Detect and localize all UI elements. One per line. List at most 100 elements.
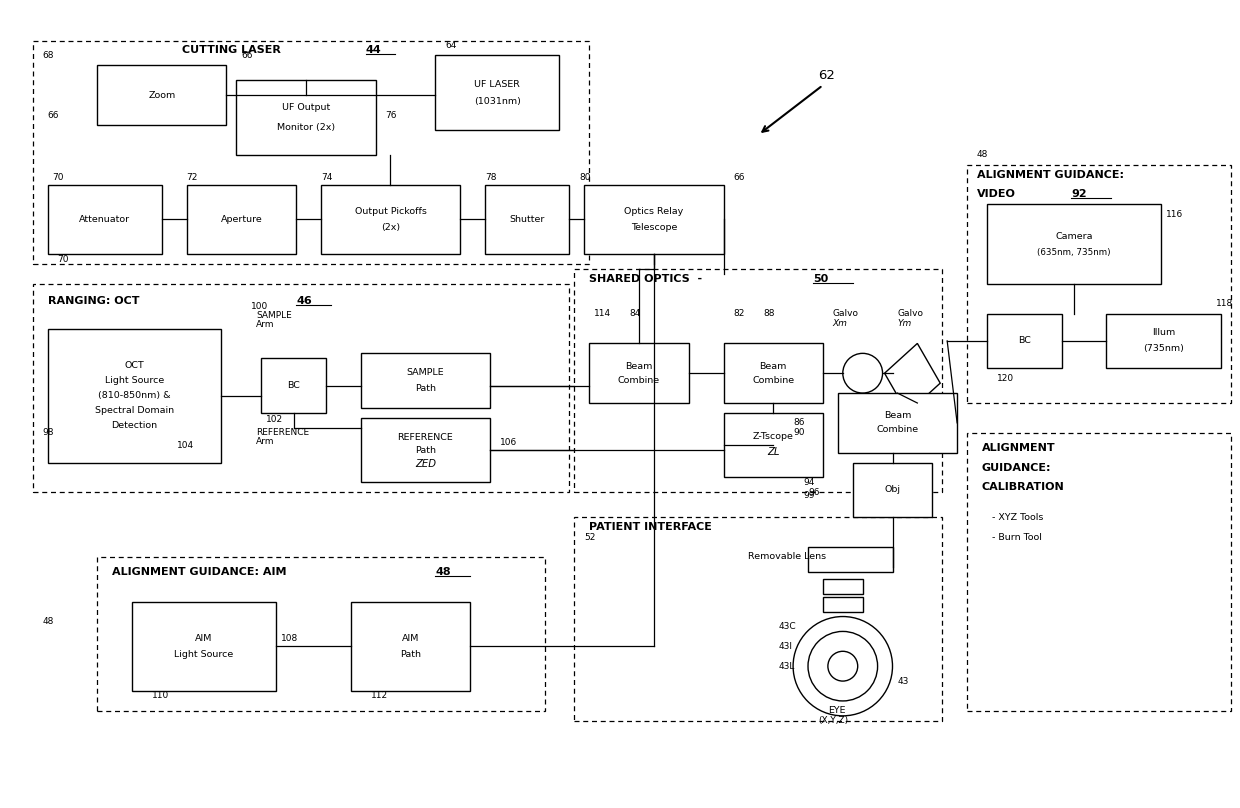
Text: 44: 44 xyxy=(366,45,382,56)
Text: Aperture: Aperture xyxy=(221,215,262,224)
Text: 72: 72 xyxy=(187,173,198,182)
Text: Beam: Beam xyxy=(760,362,787,371)
Bar xyxy=(32,284,569,492)
Text: Ym: Ym xyxy=(898,319,911,328)
Bar xyxy=(485,184,569,254)
Text: 48: 48 xyxy=(435,567,451,577)
Text: RANGING: OCT: RANGING: OCT xyxy=(47,296,139,305)
Text: Path: Path xyxy=(414,384,435,393)
Text: 70: 70 xyxy=(52,173,64,182)
Text: 66: 66 xyxy=(733,173,745,182)
Text: 96: 96 xyxy=(808,488,820,497)
Text: Galvo: Galvo xyxy=(833,309,859,318)
Text: 82: 82 xyxy=(733,309,745,318)
Text: - XYZ Tools: - XYZ Tools xyxy=(992,513,1043,522)
Text: 52: 52 xyxy=(584,532,595,541)
Text: 106: 106 xyxy=(500,438,517,448)
Text: UF Output: UF Output xyxy=(281,103,330,112)
Text: 62: 62 xyxy=(818,69,835,82)
Text: 110: 110 xyxy=(151,692,169,701)
Text: 114: 114 xyxy=(594,309,611,318)
Text: ALIGNMENT GUIDANCE: AIM: ALIGNMENT GUIDANCE: AIM xyxy=(112,567,286,577)
Text: 74: 74 xyxy=(321,173,332,182)
Text: Optics Relay: Optics Relay xyxy=(624,207,683,216)
Text: Camera: Camera xyxy=(1055,232,1092,241)
Text: 100: 100 xyxy=(252,302,269,311)
Bar xyxy=(574,269,942,492)
Text: Monitor (2x): Monitor (2x) xyxy=(277,123,335,132)
Bar xyxy=(808,547,893,572)
Text: OCT: OCT xyxy=(125,361,144,370)
Text: Detection: Detection xyxy=(112,421,157,430)
Bar xyxy=(987,314,1061,368)
Text: 88: 88 xyxy=(764,309,775,318)
Text: (X,Y,Z): (X,Y,Z) xyxy=(818,717,848,726)
Bar xyxy=(262,358,326,413)
Bar xyxy=(187,184,296,254)
Text: SAMPLE: SAMPLE xyxy=(407,368,444,377)
Text: Shutter: Shutter xyxy=(510,215,544,224)
Bar xyxy=(435,56,559,130)
Bar xyxy=(589,343,688,403)
Text: 90: 90 xyxy=(794,428,805,437)
Text: 48: 48 xyxy=(977,150,988,159)
Text: GUIDANCE:: GUIDANCE: xyxy=(982,462,1052,473)
Text: Light Source: Light Source xyxy=(105,377,164,385)
Text: Attenuator: Attenuator xyxy=(79,215,130,224)
Bar xyxy=(723,413,823,478)
Bar xyxy=(584,184,723,254)
Text: 68: 68 xyxy=(42,51,55,60)
Text: AIM: AIM xyxy=(196,634,213,643)
Text: Spectral Domain: Spectral Domain xyxy=(95,406,174,415)
Text: PATIENT INTERFACE: PATIENT INTERFACE xyxy=(589,522,712,532)
Text: Removable Lens: Removable Lens xyxy=(749,553,827,562)
Text: (2x): (2x) xyxy=(381,223,401,232)
Text: Beam: Beam xyxy=(625,362,652,371)
Bar xyxy=(361,353,490,408)
Text: 84: 84 xyxy=(629,309,640,318)
Text: Xm: Xm xyxy=(833,319,848,328)
Text: ZED: ZED xyxy=(414,459,435,469)
Text: 43C: 43C xyxy=(779,622,796,631)
Text: Arm: Arm xyxy=(257,437,275,446)
Bar xyxy=(131,602,277,691)
Bar xyxy=(47,184,162,254)
Bar xyxy=(823,579,863,594)
Text: 66: 66 xyxy=(47,111,60,120)
Text: Combine: Combine xyxy=(753,376,795,385)
Bar xyxy=(967,433,1230,711)
Bar xyxy=(823,596,863,612)
Text: 48: 48 xyxy=(42,617,53,626)
Bar xyxy=(32,40,589,264)
Text: Zoom: Zoom xyxy=(149,90,176,99)
Text: CALIBRATION: CALIBRATION xyxy=(982,482,1065,492)
Text: AIM: AIM xyxy=(402,634,419,643)
Text: Z-Tscope: Z-Tscope xyxy=(753,431,794,441)
Text: Combine: Combine xyxy=(618,376,660,385)
Text: 112: 112 xyxy=(371,692,388,701)
Text: 99: 99 xyxy=(804,491,815,500)
Bar xyxy=(987,204,1161,284)
Bar xyxy=(723,343,823,403)
Text: (1031nm): (1031nm) xyxy=(474,97,521,106)
Text: 118: 118 xyxy=(1215,299,1233,308)
Text: Beam: Beam xyxy=(884,411,911,420)
Text: Galvo: Galvo xyxy=(898,309,924,318)
Text: SAMPLE: SAMPLE xyxy=(257,311,293,320)
Bar xyxy=(97,557,544,711)
Text: 46: 46 xyxy=(296,296,311,305)
Bar xyxy=(838,393,957,452)
Text: BC: BC xyxy=(288,381,300,390)
Text: (735nm): (735nm) xyxy=(1143,344,1184,353)
Text: ALIGNMENT: ALIGNMENT xyxy=(982,443,1055,452)
Text: 120: 120 xyxy=(997,373,1014,383)
Text: 43I: 43I xyxy=(779,642,792,650)
Text: - Burn Tool: - Burn Tool xyxy=(992,532,1042,541)
Bar xyxy=(967,165,1230,403)
Text: Path: Path xyxy=(399,650,420,659)
Text: 108: 108 xyxy=(281,634,299,643)
Text: 94: 94 xyxy=(804,478,815,487)
Text: 78: 78 xyxy=(485,173,496,182)
Text: CUTTING LASER: CUTTING LASER xyxy=(182,45,280,56)
Text: (810-850nm) &: (810-850nm) & xyxy=(98,391,171,400)
